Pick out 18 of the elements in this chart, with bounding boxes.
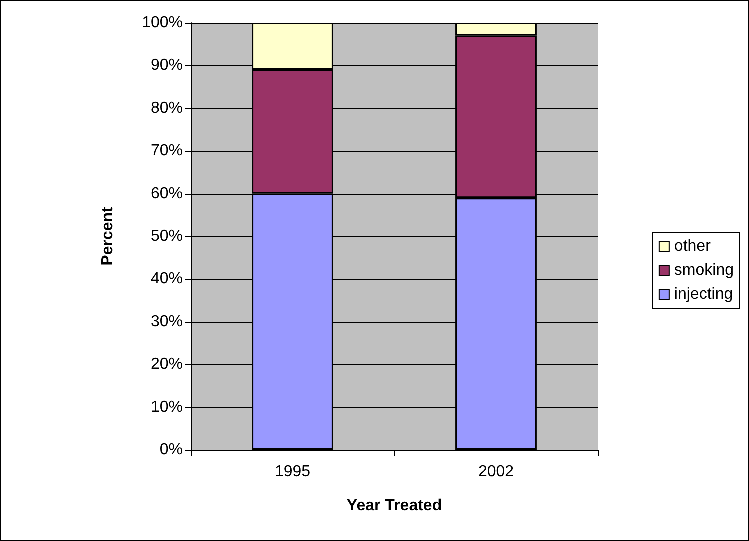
y-tick-label: 20% bbox=[150, 356, 183, 374]
y-tick-label: 90% bbox=[150, 57, 183, 74]
y-tick-label: 10% bbox=[150, 398, 183, 416]
x-axis-title: Year Treated bbox=[346, 498, 442, 514]
x-tick-label: 1995 bbox=[274, 464, 311, 480]
y-tick-label: 60% bbox=[150, 185, 183, 202]
y-tick-label: 30% bbox=[150, 313, 183, 330]
legend-label: smoking bbox=[674, 262, 734, 279]
y-tick-label: 50% bbox=[150, 228, 183, 245]
legend-label: other bbox=[674, 238, 712, 255]
y-tick-label: 70% bbox=[150, 142, 183, 160]
y-tick-label: 40% bbox=[150, 270, 183, 288]
legend-label: injecting bbox=[674, 286, 734, 303]
y-tick-label: 100% bbox=[142, 14, 183, 32]
y-tick-label: 80% bbox=[150, 100, 183, 117]
x-tick-label: 2002 bbox=[478, 464, 514, 480]
y-tick-label: 0% bbox=[160, 442, 183, 458]
y-axis-title: Percent bbox=[100, 206, 116, 266]
